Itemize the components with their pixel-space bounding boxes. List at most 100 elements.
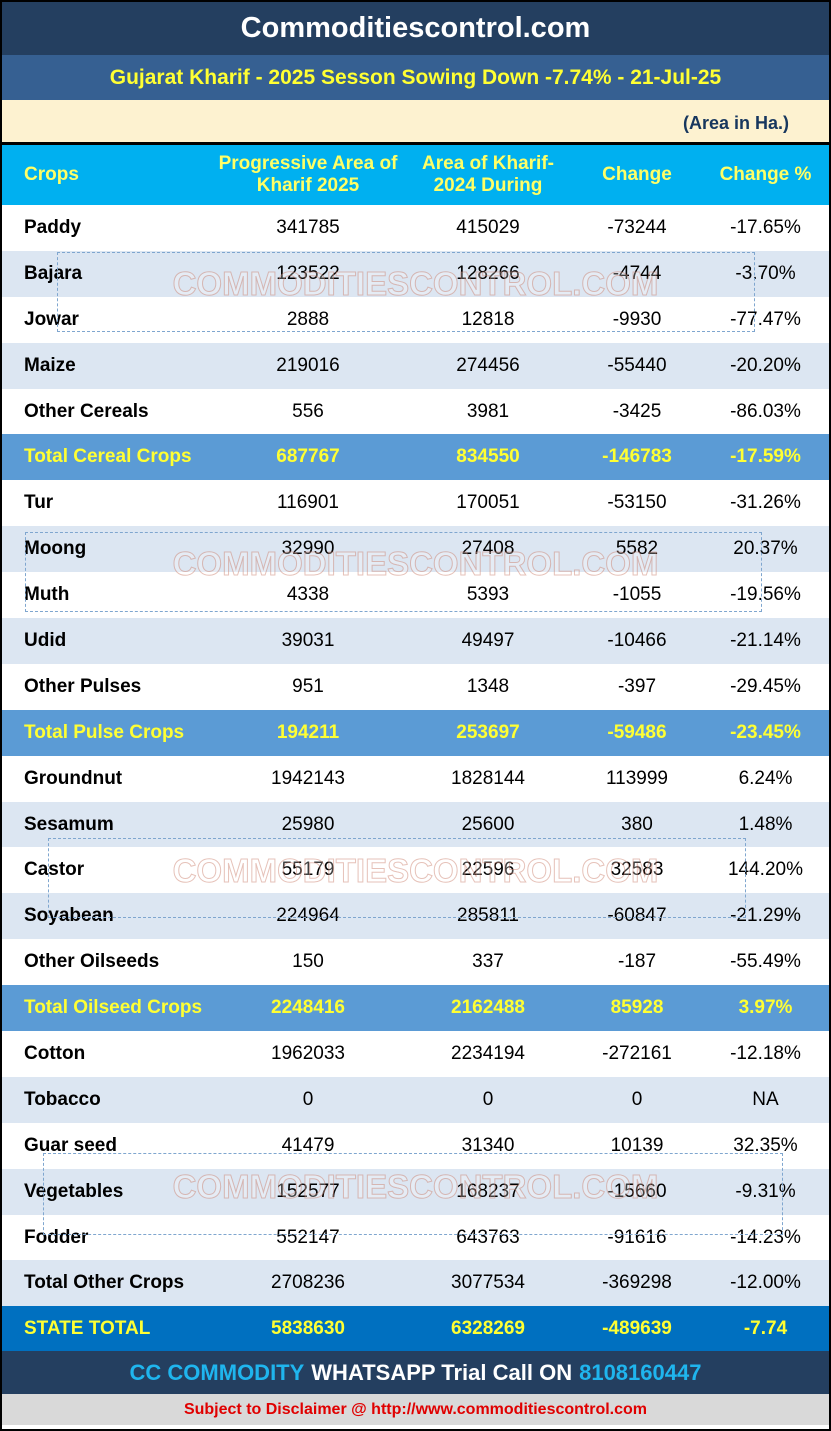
change-pct: 6.24% bbox=[738, 767, 793, 789]
area-2025: 25980 bbox=[281, 813, 335, 835]
area-2025: 150 bbox=[292, 951, 324, 973]
area-2024: 834550 bbox=[456, 446, 520, 468]
table-row: Other Cereals 556 3981 -3425 -86.03% bbox=[2, 388, 829, 435]
whatsapp-text: WHATSAPP Trial Call ON bbox=[311, 1359, 573, 1385]
disclaimer-link[interactable]: Subject to Disclaimer @ http://www.commo… bbox=[2, 1394, 829, 1426]
area-2025: 552147 bbox=[276, 1226, 340, 1248]
crop-name: Bajara bbox=[24, 262, 83, 284]
change: 0 bbox=[631, 1088, 643, 1110]
change: -53150 bbox=[607, 492, 667, 514]
change: -59486 bbox=[607, 721, 667, 743]
brand-text: CC COMMODITY bbox=[129, 1359, 305, 1385]
site-title: Commoditiescontrol.com bbox=[2, 2, 829, 55]
report-subtitle: Gujarat Kharif - 2025 Sesson Sowing Down… bbox=[2, 55, 829, 100]
change: 32583 bbox=[610, 859, 664, 881]
crop-name: Sesamum bbox=[24, 813, 114, 835]
area-2025: 556 bbox=[292, 400, 324, 422]
area-2024: 285811 bbox=[457, 905, 519, 927]
crop-name: Moong bbox=[24, 538, 87, 560]
table-row: Vegetables 152577 168237 -15660 -9.31% bbox=[2, 1168, 829, 1215]
area-2024: 415029 bbox=[456, 216, 520, 238]
area-2024: 49497 bbox=[461, 629, 515, 651]
crop-name: Soyabean bbox=[24, 905, 114, 927]
change: -91616 bbox=[607, 1226, 667, 1248]
change: -4744 bbox=[612, 262, 662, 284]
area-2024: 128266 bbox=[456, 262, 520, 284]
table-row: Total Other Crops 2708236 3077534 -369298 -1… bbox=[2, 1260, 829, 1307]
crop-name: Jowar bbox=[24, 308, 79, 330]
state-total-change: -489639 bbox=[602, 1317, 672, 1339]
area-2025: 224964 bbox=[276, 905, 340, 927]
table-row: Tobacco 0 0 0 NA bbox=[2, 1076, 829, 1123]
table-row: Other Pulses 951 1348 -397 -29.45% bbox=[2, 663, 829, 710]
change: -15660 bbox=[607, 1180, 667, 1202]
change-pct: NA bbox=[752, 1088, 779, 1110]
area-2025: 116901 bbox=[277, 492, 339, 514]
crop-name: Guar seed bbox=[24, 1134, 117, 1156]
state-total-2025: 5838630 bbox=[271, 1317, 345, 1339]
area-2024: 1828144 bbox=[451, 767, 525, 789]
change: -272161 bbox=[602, 1042, 672, 1064]
change-pct: -31.26% bbox=[730, 492, 801, 514]
area-2025: 219016 bbox=[276, 354, 340, 376]
area-2024: 25600 bbox=[461, 813, 515, 835]
area-2025: 1962033 bbox=[271, 1042, 345, 1064]
change: -73244 bbox=[607, 216, 667, 238]
table-row: Tur 116901 170051 -53150 -31.26% bbox=[2, 480, 829, 527]
crop-name: Tur bbox=[24, 492, 54, 514]
change-pct: 20.37% bbox=[733, 538, 798, 560]
total-row: Total Pulse Crops 194211 253697 -59486 -23.4… bbox=[2, 709, 829, 756]
table-body: Paddy 341785 415029 -73244 -17.65% Bajara 1235… bbox=[2, 205, 829, 1307]
area-2025: 4338 bbox=[286, 584, 330, 606]
crop-name: Groundnut bbox=[24, 767, 123, 789]
table-row: Udid 39031 49497 -10466 -21.14% bbox=[2, 618, 829, 664]
area-2024: 2162488 bbox=[451, 997, 525, 1019]
change-pct: -3.70% bbox=[735, 262, 796, 284]
crop-name: Udid bbox=[24, 629, 67, 651]
change: -146783 bbox=[602, 446, 672, 468]
change-pct: -14.23% bbox=[730, 1226, 801, 1248]
area-2025: 2248416 bbox=[271, 997, 345, 1019]
change: -9930 bbox=[612, 308, 662, 330]
change: -1055 bbox=[612, 584, 662, 606]
area-2025: 1942143 bbox=[271, 767, 345, 789]
area-2025: 123522 bbox=[276, 262, 340, 284]
phone-number: 8108160447 bbox=[579, 1359, 702, 1385]
area-2024: 643763 bbox=[456, 1226, 520, 1248]
change: -369298 bbox=[602, 1272, 672, 1294]
area-2025: 951 bbox=[292, 675, 324, 697]
change: 380 bbox=[621, 813, 653, 835]
area-2025: 55179 bbox=[281, 859, 335, 881]
change-pct: -29.45% bbox=[730, 675, 801, 697]
header-change: Change bbox=[602, 164, 672, 185]
crop-name: Cotton bbox=[24, 1042, 86, 1064]
table-row: Fodder 552147 643763 -91616 -14.23% bbox=[2, 1214, 829, 1261]
area-2025: 2888 bbox=[286, 308, 330, 330]
crop-name: Maize bbox=[24, 354, 76, 376]
area-2024: 31340 bbox=[461, 1134, 515, 1156]
change: -10466 bbox=[607, 629, 667, 651]
table-row: Groundnut 1942143 1828144 113999 6.24% bbox=[2, 755, 829, 802]
change-pct: 32.35% bbox=[733, 1134, 798, 1156]
change: -55440 bbox=[607, 354, 667, 376]
crop-name: Paddy bbox=[24, 216, 82, 238]
change-pct: -77.47% bbox=[730, 308, 801, 330]
crop-name: Other Pulses bbox=[24, 675, 142, 697]
change-pct: -21.14% bbox=[730, 629, 801, 651]
change-pct: -21.29% bbox=[730, 905, 801, 927]
crop-name: Total Other Crops bbox=[24, 1272, 185, 1294]
whatsapp-banner: CC COMMODITY WHATSAPP Trial Call ON 8108… bbox=[2, 1351, 829, 1395]
area-2025: 194211 bbox=[276, 721, 340, 743]
change-pct: -12.00% bbox=[730, 1272, 801, 1294]
area-2024: 253697 bbox=[456, 721, 520, 743]
table-row: Bajara 123522 128266 -4744 -3.70% bbox=[2, 250, 829, 297]
crop-name: Other Oilseeds bbox=[24, 951, 160, 973]
area-2025: 32990 bbox=[281, 538, 335, 560]
change-pct: -9.31% bbox=[735, 1180, 796, 1202]
change: 85928 bbox=[610, 997, 664, 1019]
area-2024: 170051 bbox=[456, 492, 520, 514]
change: -3425 bbox=[612, 400, 662, 422]
total-row: Total Cereal Crops 687767 834550 -146783 -17… bbox=[2, 434, 829, 481]
area-2024: 27408 bbox=[461, 538, 515, 560]
state-total-2024: 6328269 bbox=[451, 1317, 525, 1339]
